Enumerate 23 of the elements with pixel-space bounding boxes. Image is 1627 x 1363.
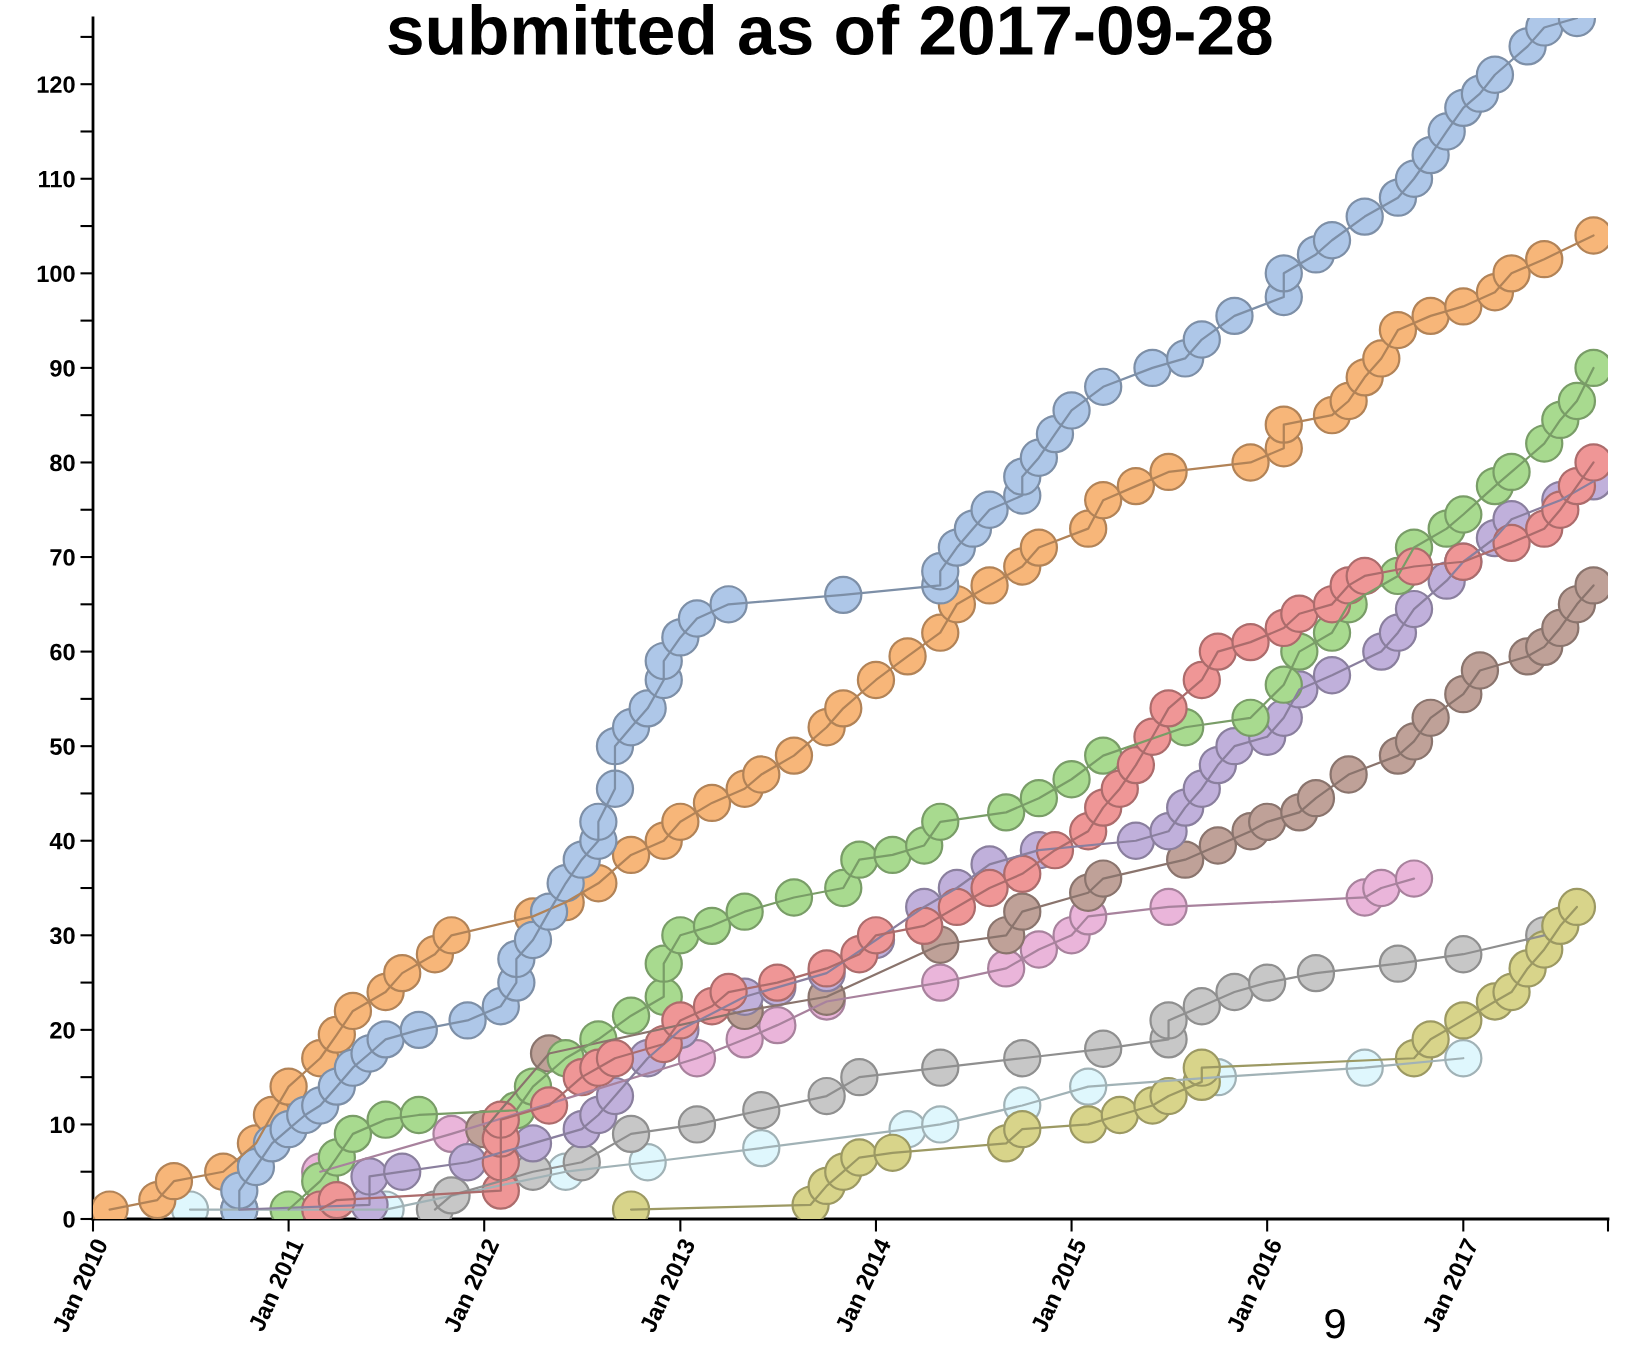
y-tick-label: 110 [39,170,75,188]
y-tick-label: 90 [50,359,75,377]
y-tick-label: 80 [50,454,75,472]
y-tick-label: 10 [50,1116,75,1134]
x-tick-label: Jan 2014 [834,1236,892,1334]
y-tick-label: 0 [63,1211,75,1228]
x-tick-label: Jan 2010 [51,1237,109,1334]
x-tick-label: Jan 2017 [1421,1237,1479,1334]
x-tick-label: Jan 2012 [442,1237,500,1334]
y-tick-label: 30 [49,927,75,945]
x-tick-label: Jan 2013 [638,1237,696,1334]
y-tick-label: 70 [50,549,75,566]
y-tick-label: 100 [37,265,75,283]
y-tick-label: 120 [37,76,75,93]
x-tick-label: Jan 2016 [1225,1237,1283,1334]
x-tick-label: Jan 2011 [247,1237,305,1333]
y-tick-label: 20 [50,1021,75,1039]
y-tick-label: 40 [49,832,75,850]
x-tick-label: Jan 2015 [1030,1237,1087,1334]
y-tick-label: 50 [50,738,75,755]
y-tick-label: 60 [50,643,75,661]
text: 9 [1325,1308,1345,1339]
chart-title: submitted as of 2017-09-28 [388,4,1272,56]
